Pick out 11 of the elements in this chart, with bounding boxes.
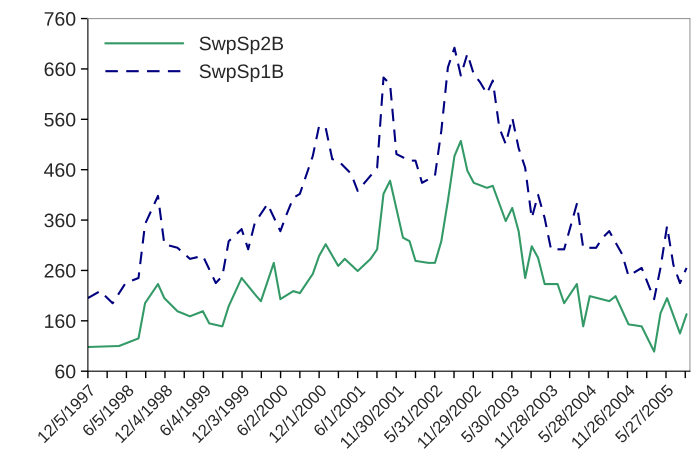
y-tick-label: 760 bbox=[44, 12, 76, 26]
y-tick-label: 260 bbox=[44, 264, 76, 278]
legend-label: SwpSp1B bbox=[200, 64, 284, 82]
y-tick-label: 660 bbox=[44, 62, 76, 76]
y-tick-label: 360 bbox=[44, 214, 76, 228]
y-tick-label: 160 bbox=[45, 314, 76, 328]
y-tick-label: 560 bbox=[44, 112, 76, 127]
line-series bbox=[88, 140, 688, 353]
y-tick-label: 460 bbox=[44, 163, 76, 177]
legend-label: SwpSp2B bbox=[200, 36, 284, 54]
y-tick-label: 60 bbox=[55, 364, 76, 378]
